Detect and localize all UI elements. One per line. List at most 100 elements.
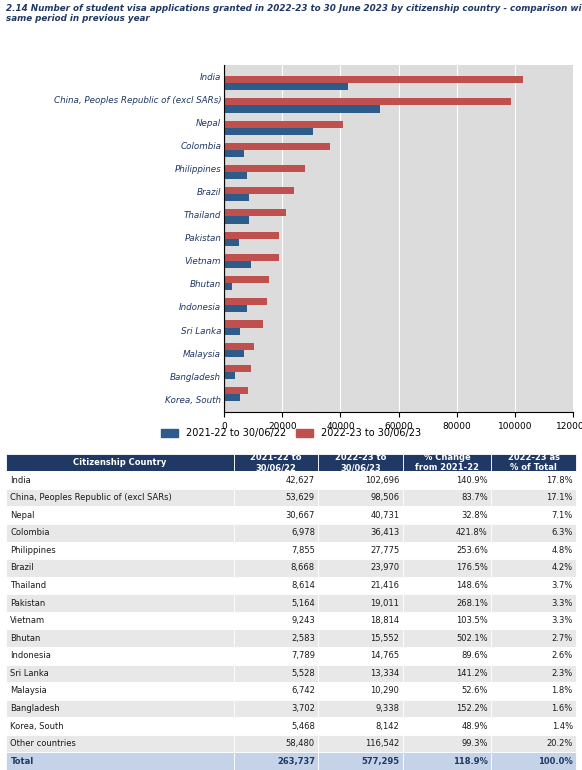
Text: 2022-23 as
% of Total: 2022-23 as % of Total <box>508 453 560 473</box>
Text: 2.6%: 2.6% <box>552 651 573 661</box>
Text: 3.7%: 3.7% <box>551 581 573 590</box>
Text: 13,334: 13,334 <box>370 669 399 678</box>
Bar <box>234 735 318 752</box>
Bar <box>491 735 576 752</box>
Bar <box>491 524 576 541</box>
Bar <box>403 735 491 752</box>
Text: 89.6%: 89.6% <box>461 651 488 661</box>
Text: 18,814: 18,814 <box>370 616 399 625</box>
Bar <box>224 254 279 261</box>
Bar <box>6 647 234 665</box>
Bar <box>224 209 286 216</box>
Text: Thailand: Thailand <box>10 581 47 590</box>
Bar <box>224 394 240 401</box>
Text: Indonesia: Indonesia <box>10 651 51 661</box>
Text: Korea, South: Korea, South <box>10 721 64 731</box>
Bar <box>403 489 491 507</box>
Text: 27,775: 27,775 <box>370 546 399 555</box>
Text: 141.2%: 141.2% <box>456 669 488 678</box>
Text: Philippines: Philippines <box>10 546 56 555</box>
Text: 2.3%: 2.3% <box>552 669 573 678</box>
Text: 23,970: 23,970 <box>370 564 399 572</box>
Text: China, Peoples Republic of (excl SARs): China, Peoples Republic of (excl SARs) <box>54 95 221 105</box>
Bar <box>403 559 491 577</box>
Bar <box>6 665 234 682</box>
Bar <box>224 239 239 246</box>
Bar <box>234 665 318 682</box>
Bar <box>6 700 234 718</box>
Text: Thailand: Thailand <box>184 211 221 220</box>
Text: Vietnam: Vietnam <box>10 616 45 625</box>
Bar <box>224 298 267 306</box>
Bar <box>318 752 403 770</box>
Text: 99.3%: 99.3% <box>462 739 488 748</box>
Text: 36,413: 36,413 <box>370 528 399 537</box>
Text: Sri Lanka: Sri Lanka <box>180 326 221 336</box>
Text: 6,742: 6,742 <box>291 686 315 695</box>
Bar <box>234 559 318 577</box>
Bar <box>318 577 403 594</box>
Bar <box>403 454 491 471</box>
Bar <box>224 83 348 90</box>
Bar <box>224 121 343 128</box>
Text: 30,667: 30,667 <box>286 511 315 520</box>
Text: Brazil: Brazil <box>197 188 221 197</box>
Bar <box>6 735 234 752</box>
Text: Other countries: Other countries <box>10 739 76 748</box>
Text: 8,668: 8,668 <box>291 564 315 572</box>
Legend: 2021-22 to 30/06/22, 2022-23 to 30/06/23: 2021-22 to 30/06/22, 2022-23 to 30/06/23 <box>157 424 425 442</box>
Text: Nepal: Nepal <box>10 511 35 520</box>
Text: Total: Total <box>10 757 34 765</box>
Text: 152.2%: 152.2% <box>456 704 488 713</box>
Text: 2.14 Number of student visa applications granted in 2022-23 to 30 June 2023 by c: 2.14 Number of student visa applications… <box>6 4 582 23</box>
Bar <box>6 718 234 735</box>
Text: 10,290: 10,290 <box>371 686 399 695</box>
Bar <box>234 507 318 524</box>
Text: 6.3%: 6.3% <box>551 528 573 537</box>
Bar <box>6 629 234 647</box>
Text: 116,542: 116,542 <box>365 739 399 748</box>
Text: 102,696: 102,696 <box>365 476 399 484</box>
Bar <box>234 647 318 665</box>
Text: 176.5%: 176.5% <box>456 564 488 572</box>
Text: 2,583: 2,583 <box>291 634 315 643</box>
Text: 100.0%: 100.0% <box>538 757 573 765</box>
Bar <box>224 283 232 290</box>
Bar <box>6 559 234 577</box>
Text: Colombia: Colombia <box>10 528 50 537</box>
Bar <box>224 187 294 194</box>
Text: Philippines: Philippines <box>175 165 221 174</box>
Text: 5,164: 5,164 <box>291 598 315 608</box>
Text: Nepal: Nepal <box>196 119 221 128</box>
Text: 3.3%: 3.3% <box>551 616 573 625</box>
Bar <box>318 735 403 752</box>
Text: Malaysia: Malaysia <box>183 350 221 359</box>
Bar <box>234 454 318 471</box>
Text: Bangladesh: Bangladesh <box>170 373 221 382</box>
Text: 7,789: 7,789 <box>291 651 315 661</box>
Bar <box>224 172 247 179</box>
Bar <box>491 682 576 700</box>
Bar <box>6 612 234 629</box>
Bar <box>491 541 576 559</box>
Text: 42,627: 42,627 <box>286 476 315 484</box>
Bar <box>6 507 234 524</box>
Bar <box>224 343 254 350</box>
Bar <box>318 629 403 647</box>
Text: 421.8%: 421.8% <box>456 528 488 537</box>
Bar <box>234 594 318 612</box>
Text: 6,978: 6,978 <box>291 528 315 537</box>
Text: India: India <box>200 72 221 82</box>
Text: 14,765: 14,765 <box>370 651 399 661</box>
Bar <box>224 232 279 239</box>
Text: 83.7%: 83.7% <box>461 493 488 502</box>
Bar <box>224 327 240 335</box>
Text: Colombia: Colombia <box>180 142 221 151</box>
Text: 19,011: 19,011 <box>371 598 399 608</box>
Text: 58,480: 58,480 <box>286 739 315 748</box>
Text: 103.5%: 103.5% <box>456 616 488 625</box>
Text: Indonesia: Indonesia <box>179 303 221 313</box>
Bar <box>224 150 244 157</box>
Bar <box>234 682 318 700</box>
Bar <box>224 105 380 112</box>
